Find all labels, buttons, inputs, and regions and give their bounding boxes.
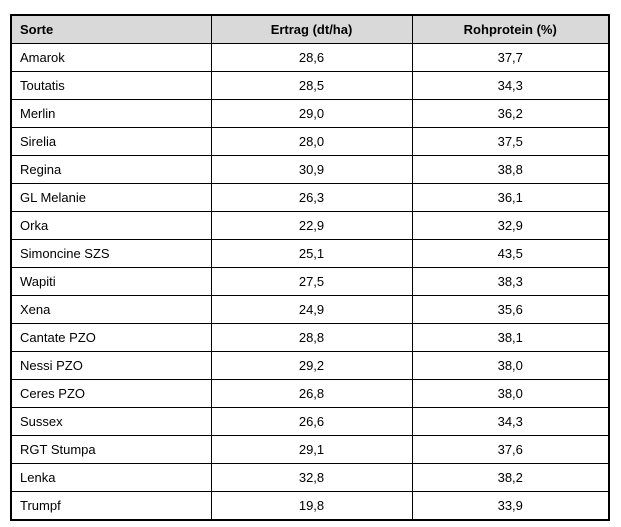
rohprotein-cell: 37,5 bbox=[411, 127, 610, 156]
table-row: Toutatis 28,5 34,3 bbox=[10, 71, 610, 100]
table-row: Simoncine SZS 25,1 43,5 bbox=[10, 239, 610, 268]
table-row: Cantate PZO 28,8 38,1 bbox=[10, 323, 610, 352]
table-row: GL Melanie 26,3 36,1 bbox=[10, 183, 610, 212]
rohprotein-cell: 38,1 bbox=[411, 323, 610, 352]
rohprotein-cell: 32,9 bbox=[411, 211, 610, 240]
sorte-cell: Amarok bbox=[10, 43, 212, 72]
ertrag-cell: 32,8 bbox=[210, 463, 413, 492]
table-row: Xena 24,9 35,6 bbox=[10, 295, 610, 324]
sorte-cell: RGT Stumpa bbox=[10, 435, 212, 464]
ertrag-cell: 24,9 bbox=[210, 295, 413, 324]
header-ertrag: Ertrag (dt/ha) bbox=[210, 14, 413, 44]
ertrag-cell: 29,2 bbox=[210, 351, 413, 380]
sorte-cell: Regina bbox=[10, 155, 212, 184]
ertrag-cell: 27,5 bbox=[210, 267, 413, 296]
sorte-cell: Lenka bbox=[10, 463, 212, 492]
ertrag-cell: 26,6 bbox=[210, 407, 413, 436]
rohprotein-cell: 38,0 bbox=[411, 351, 610, 380]
rohprotein-cell: 36,2 bbox=[411, 99, 610, 128]
header-sorte: Sorte bbox=[10, 14, 212, 44]
sorte-cell: Ceres PZO bbox=[10, 379, 212, 408]
sorte-cell: Sussex bbox=[10, 407, 212, 436]
ertrag-cell: 29,0 bbox=[210, 99, 413, 128]
table-row: Regina 30,9 38,8 bbox=[10, 155, 610, 184]
sorte-cell: Xena bbox=[10, 295, 212, 324]
ertrag-cell: 28,0 bbox=[210, 127, 413, 156]
rohprotein-cell: 34,3 bbox=[411, 407, 610, 436]
ertrag-cell: 25,1 bbox=[210, 239, 413, 268]
sorte-cell: Cantate PZO bbox=[10, 323, 212, 352]
rohprotein-cell: 37,7 bbox=[411, 43, 610, 72]
table-row: Orka 22,9 32,9 bbox=[10, 211, 610, 240]
table-row: Amarok 28,6 37,7 bbox=[10, 43, 610, 72]
ertrag-cell: 22,9 bbox=[210, 211, 413, 240]
rohprotein-cell: 38,3 bbox=[411, 267, 610, 296]
ertrag-cell: 26,3 bbox=[210, 183, 413, 212]
header-row: Sorte Ertrag (dt/ha) Rohprotein (%) bbox=[10, 14, 610, 44]
rohprotein-cell: 43,5 bbox=[411, 239, 610, 268]
rohprotein-cell: 34,3 bbox=[411, 71, 610, 100]
ertrag-cell: 28,5 bbox=[210, 71, 413, 100]
rohprotein-cell: 37,6 bbox=[411, 435, 610, 464]
table-row: Nessi PZO 29,2 38,0 bbox=[10, 351, 610, 380]
table-row: Lenka 32,8 38,2 bbox=[10, 463, 610, 492]
table-row: Ceres PZO 26,8 38,0 bbox=[10, 379, 610, 408]
table-row: Trumpf 19,8 33,9 bbox=[10, 491, 610, 521]
sorte-cell: Sirelia bbox=[10, 127, 212, 156]
table-row: Sussex 26,6 34,3 bbox=[10, 407, 610, 436]
rohprotein-cell: 36,1 bbox=[411, 183, 610, 212]
rohprotein-cell: 35,6 bbox=[411, 295, 610, 324]
rohprotein-cell: 33,9 bbox=[411, 491, 610, 521]
sorte-cell: GL Melanie bbox=[10, 183, 212, 212]
rohprotein-cell: 38,2 bbox=[411, 463, 610, 492]
sorte-cell: Wapiti bbox=[10, 267, 212, 296]
table-row: RGT Stumpa 29,1 37,6 bbox=[10, 435, 610, 464]
rohprotein-cell: 38,0 bbox=[411, 379, 610, 408]
table-row: Sirelia 28,0 37,5 bbox=[10, 127, 610, 156]
sorte-cell: Nessi PZO bbox=[10, 351, 212, 380]
ertrag-cell: 19,8 bbox=[210, 491, 413, 521]
sorte-cell: Merlin bbox=[10, 99, 212, 128]
table-row: Merlin 29,0 36,2 bbox=[10, 99, 610, 128]
sorte-cell: Simoncine SZS bbox=[10, 239, 212, 268]
rohprotein-cell: 38,8 bbox=[411, 155, 610, 184]
ertrag-cell: 28,8 bbox=[210, 323, 413, 352]
ertrag-cell: 30,9 bbox=[210, 155, 413, 184]
ertrag-cell: 28,6 bbox=[210, 43, 413, 72]
sorte-cell: Trumpf bbox=[10, 491, 212, 521]
ertrag-cell: 26,8 bbox=[210, 379, 413, 408]
header-rohprotein: Rohprotein (%) bbox=[411, 14, 610, 44]
variety-results-table: Sorte Ertrag (dt/ha) Rohprotein (%) Amar… bbox=[10, 14, 610, 521]
sorte-cell: Orka bbox=[10, 211, 212, 240]
ertrag-cell: 29,1 bbox=[210, 435, 413, 464]
sorte-cell: Toutatis bbox=[10, 71, 212, 100]
table-row: Wapiti 27,5 38,3 bbox=[10, 267, 610, 296]
table-body: Amarok 28,6 37,7 Toutatis 28,5 34,3 Merlin 29,0… bbox=[10, 43, 610, 521]
variety-table-container: Sorte Ertrag (dt/ha) Rohprotein (%) Amar… bbox=[10, 14, 610, 521]
